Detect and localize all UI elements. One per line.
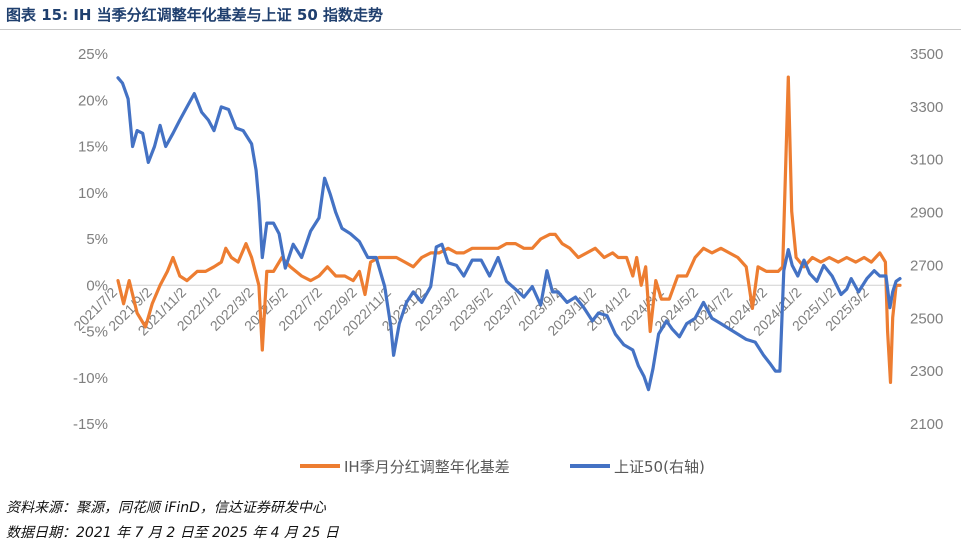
y-left-tick-label: 15% [78, 139, 108, 156]
date-note: 数据日期：2021 年 7 月 2 日至 2025 年 4 月 25 日 [6, 525, 339, 541]
y-axis-left: 25% 20% 15% 10% 5% 0% -5% -10% -15% [73, 46, 108, 433]
y-left-tick-label: 10% [78, 185, 108, 202]
y-left-tick-label: 5% [86, 231, 108, 248]
legend: IH季月分红调整年化基差 上证50(右轴) [300, 458, 705, 476]
title-divider [0, 29, 961, 30]
y-right-tick-label: 2500 [910, 310, 943, 327]
chart-svg: 25% 20% 15% 10% 5% 0% -5% -10% -15% 3500 3300 3100… [70, 46, 943, 476]
series-line-left [116, 75, 902, 384]
y-right-tick-label: 2100 [910, 416, 943, 433]
y-right-tick-label: 3100 [910, 152, 943, 169]
y-right-tick-label: 3500 [910, 46, 943, 63]
chart-title: 图表 15: IH 当季分红调整年化基差与上证 50 指数走势 [6, 6, 383, 24]
y-right-tick-label: 2700 [910, 257, 943, 274]
y-left-tick-label: 20% [78, 92, 108, 109]
series-layer [116, 75, 902, 392]
series-line-right [116, 76, 902, 392]
x-axis: 2021/7/22021/9/22021/11/22022/1/22022/3/… [70, 284, 872, 339]
y-left-tick-label: -10% [73, 370, 108, 387]
legend-label: IH季月分红调整年化基差 [344, 458, 510, 476]
y-left-tick-label: 0% [86, 277, 108, 294]
y-right-tick-label: 2900 [910, 205, 943, 222]
source-note: 资料来源：聚源，同花顺 iFinD，信达证券研发中心 [6, 500, 326, 516]
y-right-tick-label: 2300 [910, 363, 943, 380]
y-left-tick-label: 25% [78, 46, 108, 63]
y-left-tick-label: -5% [81, 324, 108, 341]
y-right-tick-label: 3300 [910, 99, 943, 116]
legend-label: 上证50(右轴) [614, 458, 705, 476]
y-left-tick-label: -15% [73, 416, 108, 433]
y-axis-right: 3500 3300 3100 2900 2700 2500 2300 2100 [910, 46, 943, 433]
